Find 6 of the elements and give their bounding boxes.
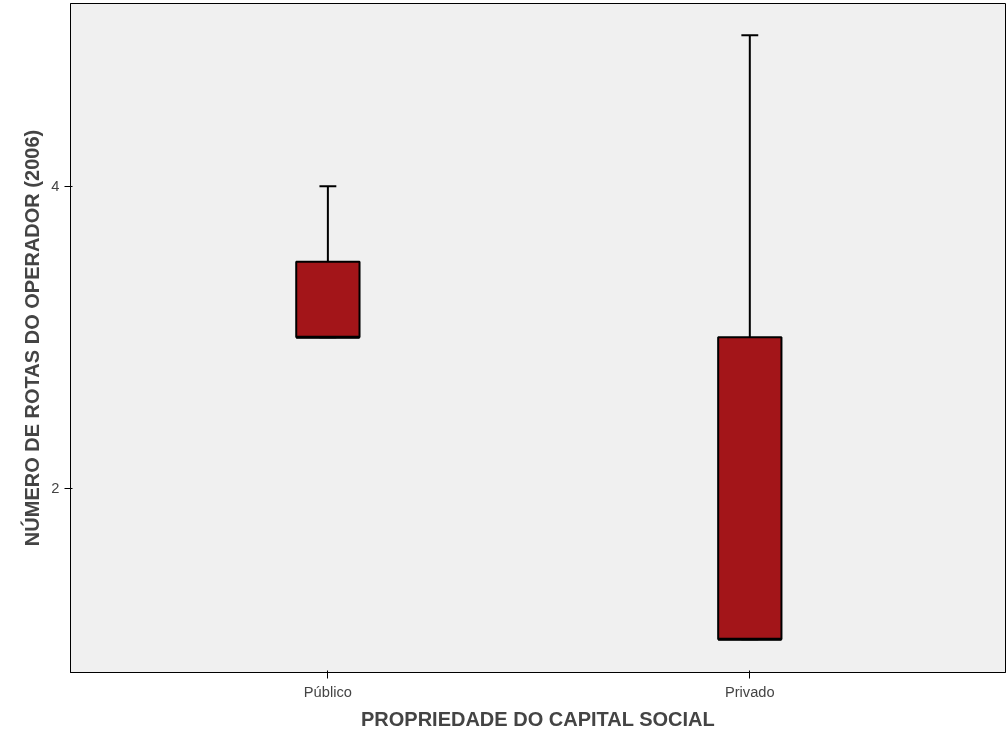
x-tick-label: Privado [724,683,775,700]
y-tick-label: 4 [51,178,60,195]
x-tick-label: Público [303,683,352,700]
x-axis-title: PROPRIEDADE DO CAPITAL SOCIAL [360,707,715,730]
y-tick-label: 2 [51,480,60,497]
y-axis-title: NÚMERO DE ROTAS DO OPERADOR (2006) [20,129,44,547]
